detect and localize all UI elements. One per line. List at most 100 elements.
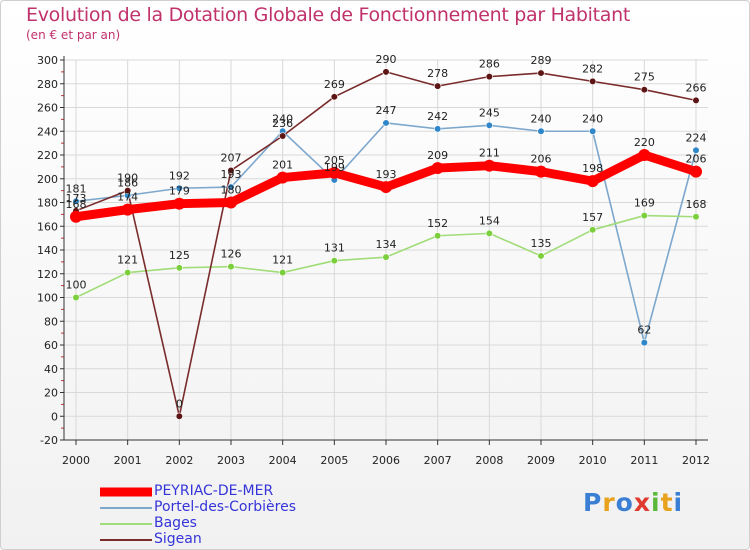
data-label-bages: 131 xyxy=(324,242,345,255)
y-tick-label: 180 xyxy=(37,197,58,210)
data-point-peyriac-de-mer xyxy=(431,162,444,175)
data-label-peyriac-de-mer: 209 xyxy=(427,149,448,162)
data-label-sigean: 282 xyxy=(582,62,603,75)
data-point-peyriac-de-mer xyxy=(70,210,82,223)
data-label-sigean: 269 xyxy=(324,78,345,91)
y-tick-label: 200 xyxy=(37,173,58,186)
y-tick-label: 120 xyxy=(37,268,58,281)
data-point-portel-des-corbi-res xyxy=(434,125,442,133)
data-point-peyriac-de-mer xyxy=(225,196,237,209)
data-label-sigean: 289 xyxy=(531,54,552,67)
data-point-bages xyxy=(227,263,235,271)
y-tick-label: 280 xyxy=(37,78,58,91)
data-point-peyriac-de-mer xyxy=(328,166,341,179)
data-point-bages xyxy=(124,268,132,277)
data-point-portel-des-corbi-res xyxy=(382,119,390,127)
data-point-sigean xyxy=(434,82,442,90)
data-point-portel-des-corbi-res xyxy=(640,339,648,347)
legend-swatches xyxy=(100,487,152,541)
data-label-sigean: 278 xyxy=(427,67,448,80)
data-label-bages: 121 xyxy=(117,254,138,267)
y-tick-label: 240 xyxy=(37,125,58,138)
axes xyxy=(60,56,708,445)
data-point-portel-des-corbi-res xyxy=(227,183,235,191)
logo-letter: x xyxy=(633,488,651,517)
logo-letter: t xyxy=(660,488,674,517)
x-tick-label: 2005 xyxy=(320,454,348,467)
x-tick-label: 2008 xyxy=(475,454,503,467)
data-point-portel-des-corbi-res xyxy=(692,146,700,154)
y-tick-label: 100 xyxy=(37,292,58,305)
data-point-bages xyxy=(279,268,287,277)
data-point-portel-des-corbi-res xyxy=(72,197,80,205)
data-label-peyriac-de-mer: 179 xyxy=(169,185,190,198)
legend-label: Portel-des-Corbières xyxy=(154,499,296,515)
data-point-peyriac-de-mer xyxy=(276,171,289,184)
data-point-sigean xyxy=(589,77,597,85)
data-point-bages xyxy=(537,252,545,260)
x-tick-label: 2012 xyxy=(682,454,710,467)
data-label-peyriac-de-mer: 205 xyxy=(324,154,345,167)
data-point-bages xyxy=(330,257,338,265)
data-point-sigean xyxy=(640,86,648,94)
data-label-bages: 134 xyxy=(376,238,397,251)
data-point-peyriac-de-mer xyxy=(535,165,547,178)
data-label-sigean: 207 xyxy=(221,151,242,164)
x-tick-label: 2010 xyxy=(579,454,607,467)
legend-label: Bages xyxy=(154,515,197,531)
data-label-peyriac-de-mer: 193 xyxy=(376,168,397,181)
y-tick-label: 40 xyxy=(44,363,58,376)
data-label-portel-des-corbi-res: 245 xyxy=(479,106,500,119)
data-point-peyriac-de-mer xyxy=(690,165,702,178)
data-label-peyriac-de-mer: 198 xyxy=(582,162,603,175)
y-tick-label: 140 xyxy=(37,244,58,257)
x-tick-label: 2001 xyxy=(114,454,142,467)
data-label-portel-des-corbi-res: 224 xyxy=(686,131,707,144)
data-point-bages xyxy=(72,293,80,302)
data-point-bages xyxy=(692,213,700,221)
data-point-portel-des-corbi-res xyxy=(537,127,545,135)
data-point-sigean xyxy=(382,68,390,76)
data-label-portel-des-corbi-res: 240 xyxy=(272,112,293,125)
data-label-sigean: 266 xyxy=(686,81,707,94)
data-label-sigean: 275 xyxy=(634,71,655,84)
data-point-bages xyxy=(589,226,597,234)
chart-subtitle: (en € et par an) xyxy=(26,28,121,42)
x-tick-labels: 2000 2001 2002 2003 2004 2005 2006 2007 2008 2009… xyxy=(62,454,710,467)
data-point-peyriac-de-mer xyxy=(380,181,392,194)
data-label-bages: 157 xyxy=(582,211,603,224)
data-label-portel-des-corbi-res: 240 xyxy=(582,112,603,125)
grid-lines xyxy=(64,59,708,441)
data-point-sigean xyxy=(175,412,183,420)
logo-letter: r xyxy=(602,488,616,517)
data-point-sigean xyxy=(485,73,493,81)
data-point-bages xyxy=(382,253,390,261)
logo-letter: i xyxy=(651,488,661,517)
data-label-bages: 100 xyxy=(66,279,87,292)
data-point-portel-des-corbi-res xyxy=(485,121,493,129)
data-label-portel-des-corbi-res: 62 xyxy=(637,324,651,337)
data-point-portel-des-corbi-res xyxy=(175,184,183,192)
data-label-sigean: 190 xyxy=(117,172,138,185)
y-tick-label: 20 xyxy=(44,387,58,400)
data-point-bages xyxy=(434,232,442,240)
series-points xyxy=(70,68,702,420)
data-label-peyriac-de-mer: 180 xyxy=(221,184,242,197)
data-point-peyriac-de-mer xyxy=(173,197,186,210)
data-point-peyriac-de-mer xyxy=(121,203,134,216)
x-tick-label: 2009 xyxy=(527,454,555,467)
data-label-bages: 168 xyxy=(686,198,707,211)
data-label-portel-des-corbi-res: 192 xyxy=(169,169,190,182)
data-point-peyriac-de-mer xyxy=(483,159,496,172)
data-label-bages: 152 xyxy=(427,217,448,230)
data-label-peyriac-de-mer: 211 xyxy=(479,147,500,160)
data-label-sigean: 290 xyxy=(376,53,397,66)
data-label-portel-des-corbi-res: 181 xyxy=(66,182,87,195)
data-point-sigean xyxy=(330,93,338,101)
data-point-bages xyxy=(640,211,648,220)
y-tick-label: 260 xyxy=(37,102,58,115)
chart-title: Evolution de la Dotation Globale de Fonc… xyxy=(26,4,631,26)
x-tick-label: 2007 xyxy=(424,454,452,467)
